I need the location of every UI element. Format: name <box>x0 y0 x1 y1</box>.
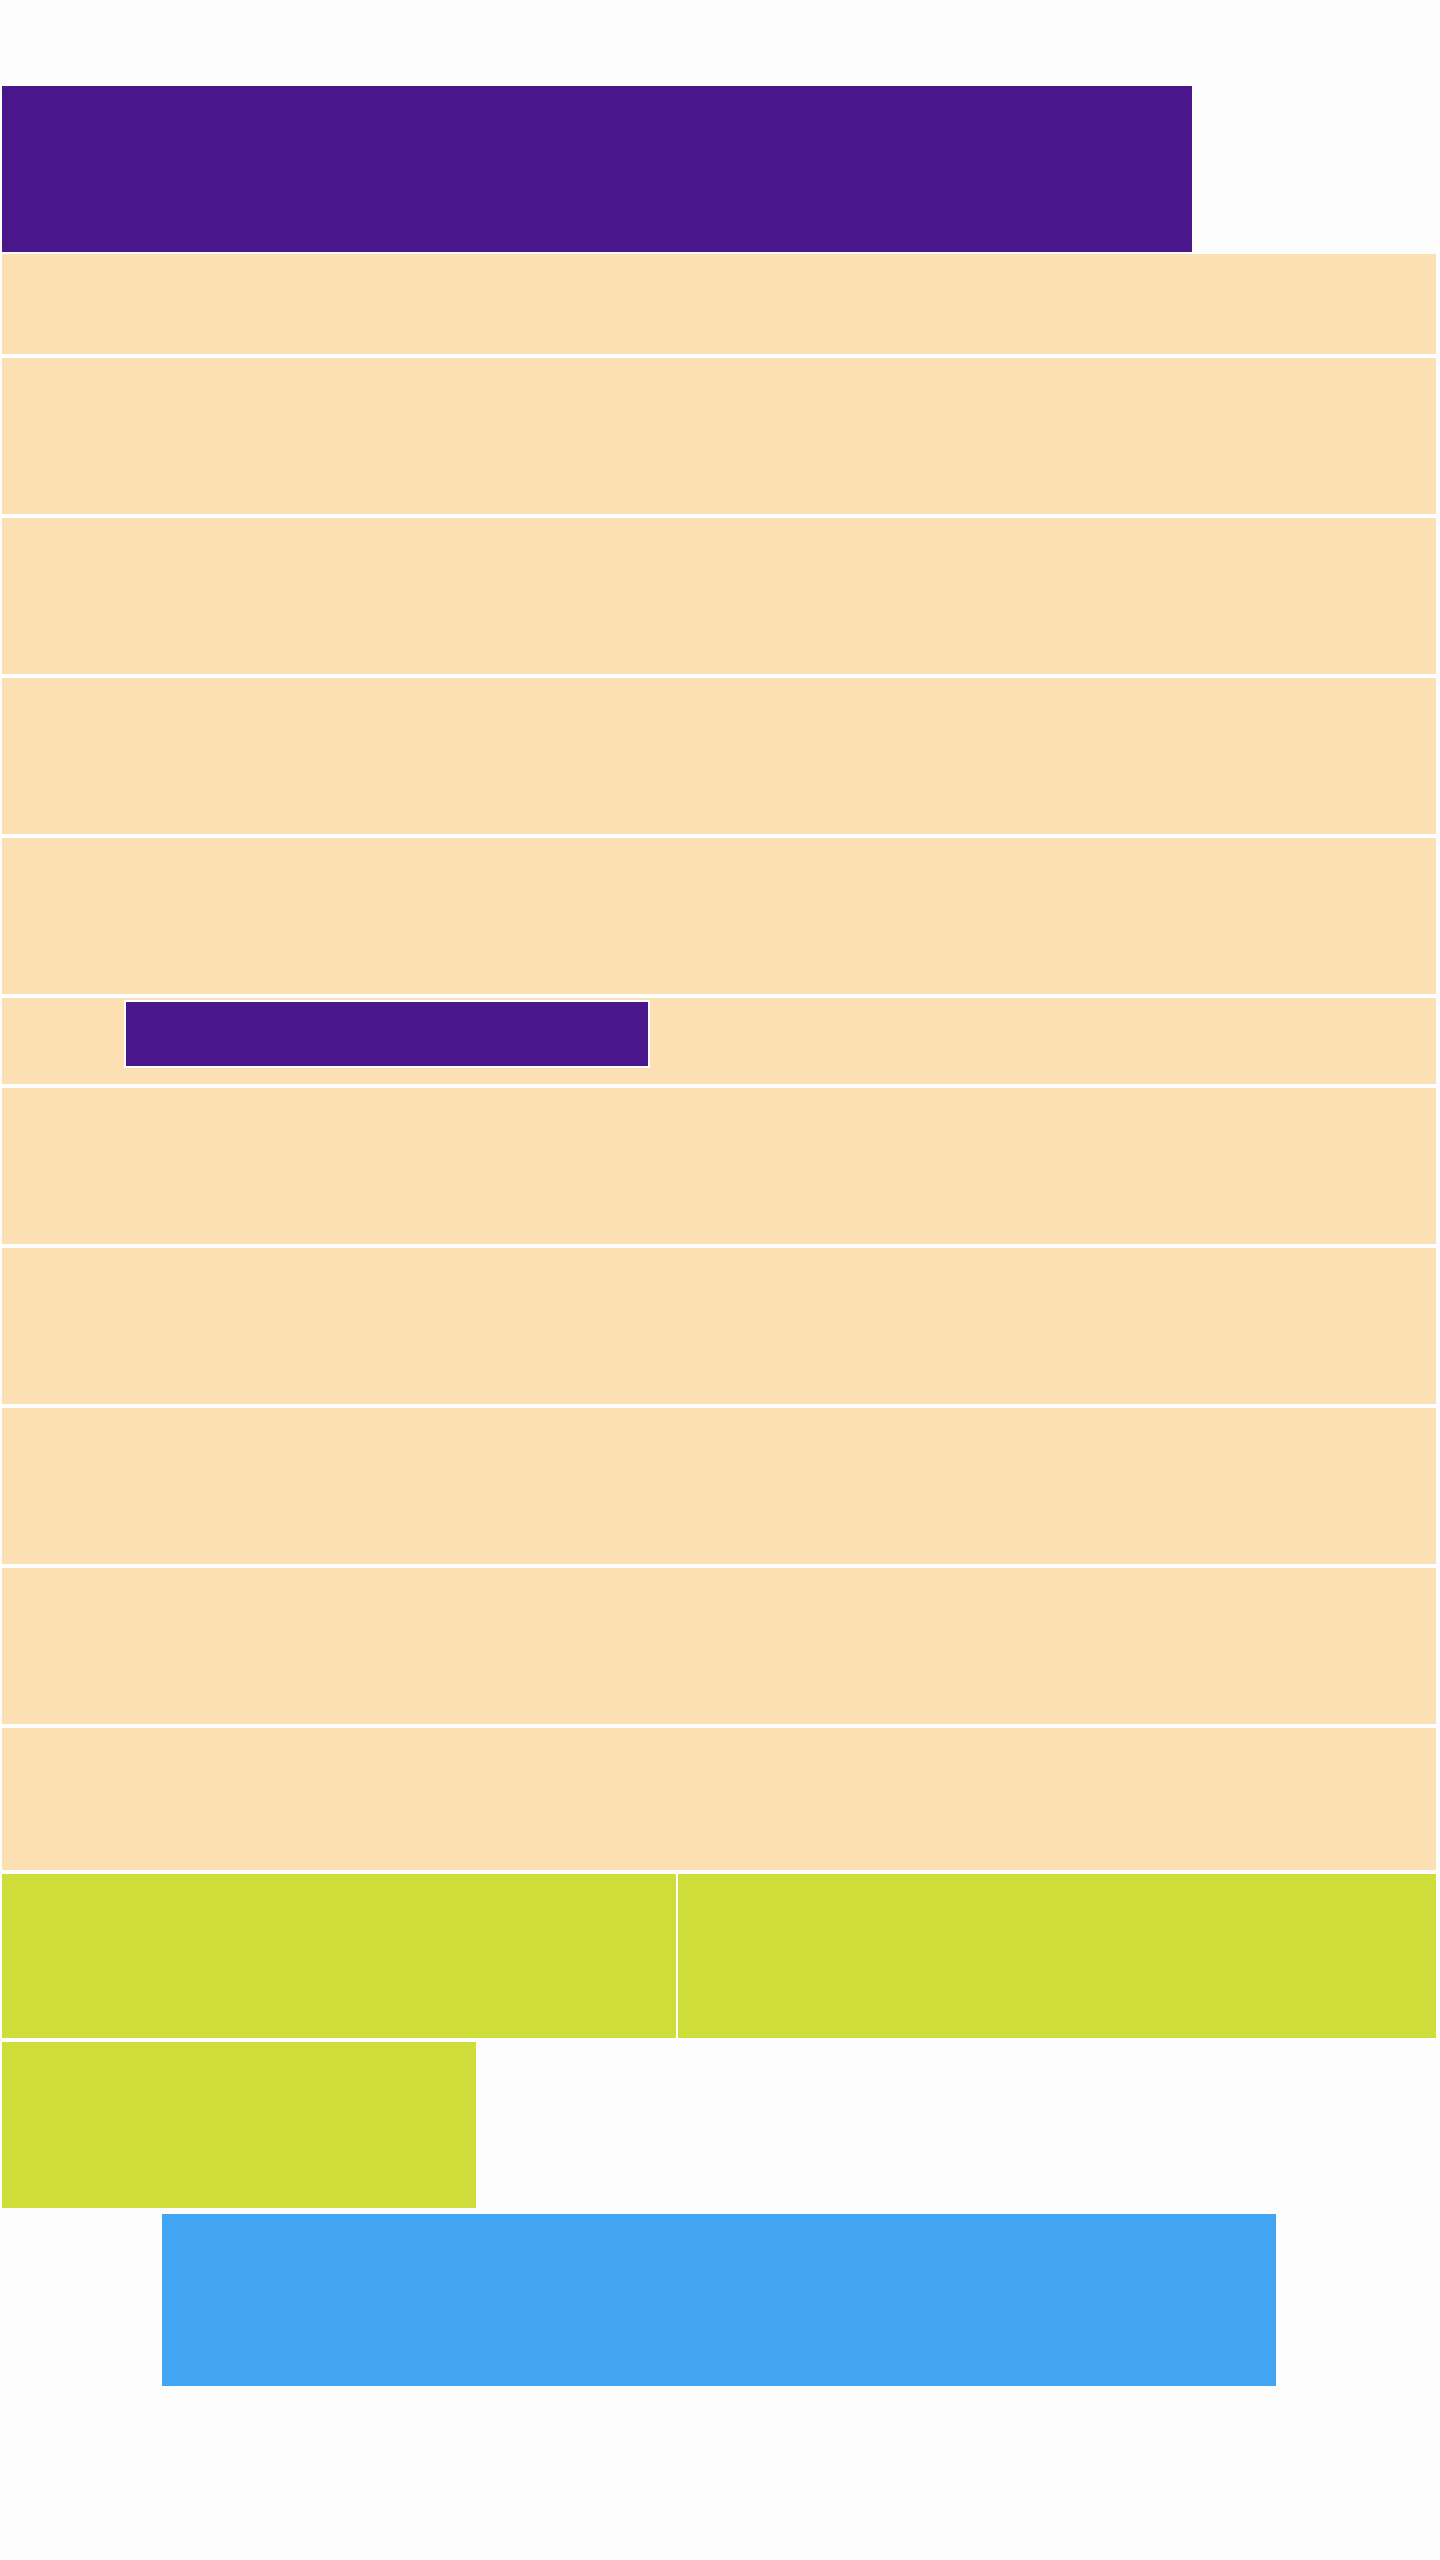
action-button[interactable] <box>162 2214 1276 2386</box>
list-row[interactable] <box>2 678 1436 834</box>
list-row[interactable] <box>2 254 1436 354</box>
list-row[interactable] <box>2 1728 1436 1870</box>
list-row[interactable] <box>2 1408 1436 1564</box>
list-row[interactable] <box>2 518 1436 674</box>
list-row[interactable] <box>2 1248 1436 1404</box>
list-row[interactable] <box>2 358 1436 514</box>
tile[interactable] <box>678 1874 1436 2038</box>
tile[interactable] <box>2 1874 676 2038</box>
list-row[interactable] <box>2 838 1436 994</box>
list-row[interactable] <box>2 1088 1436 1244</box>
header-banner <box>2 86 1192 252</box>
row-button[interactable] <box>124 1000 650 1068</box>
tile[interactable] <box>2 2042 476 2208</box>
list-row[interactable] <box>2 1568 1436 1724</box>
